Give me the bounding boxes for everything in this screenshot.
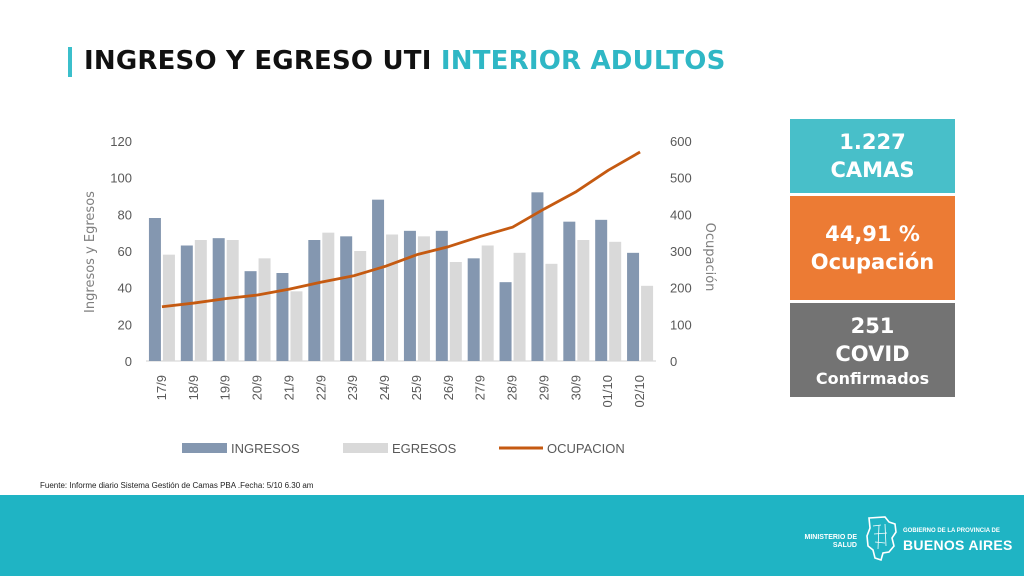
y-tick-label: 120	[110, 134, 132, 149]
bar-ingresos	[403, 230, 416, 361]
bar-egresos	[513, 252, 526, 361]
bar-egresos	[226, 240, 239, 361]
bar-ingresos	[372, 199, 385, 361]
bar-egresos	[609, 241, 622, 361]
ministerio-line-1: MINISTERIO DE	[804, 534, 857, 541]
bar-egresos	[577, 240, 590, 361]
kpi-ocupacion: 44,91 % Ocupación	[790, 196, 955, 300]
y2-axis-title: Ocupación	[702, 223, 717, 292]
footer-band	[0, 495, 1024, 576]
y2-tick-label: 100	[670, 317, 692, 332]
ministerio-line-2: SALUD	[832, 542, 857, 549]
bar-egresos	[481, 245, 494, 361]
x-tick-label: 24/9	[377, 375, 392, 400]
legend-label-ingresos: INGRESOS	[231, 441, 300, 456]
bar-ingresos	[563, 221, 576, 361]
bar-ingresos	[627, 252, 640, 361]
bar-egresos	[386, 234, 399, 361]
kpi-camas-label: CAMAS	[830, 158, 915, 182]
y2-tick-label: 600	[670, 134, 692, 149]
source-note: Fuente: Informe diario Sistema Gestión d…	[40, 481, 314, 490]
kpi-covid-value: 251	[850, 313, 895, 338]
y-tick-label: 20	[118, 317, 132, 332]
bar-egresos	[354, 251, 367, 361]
bar-egresos	[258, 258, 271, 361]
legend-label-ocupacion: OCUPACION	[547, 441, 625, 456]
line-ocupacion	[161, 150, 641, 309]
bar-egresos	[545, 263, 558, 361]
bar-ingresos	[308, 240, 321, 361]
gobierno-text: GOBIERNO DE LA PROVINCIA DE	[903, 528, 1000, 534]
y2-tick-label: 200	[670, 281, 692, 296]
buenos-aires-text: BUENOS AIRES	[903, 537, 1013, 553]
y-tick-label: 100	[110, 171, 132, 186]
bar-ingresos	[467, 258, 480, 361]
title-accent-bar	[68, 47, 72, 77]
x-tick-label: 18/9	[186, 375, 201, 400]
title-part-2: INTERIOR ADULTOS	[440, 46, 726, 76]
x-tick-label: 30/9	[568, 375, 583, 400]
y2-tick-label: 500	[670, 171, 692, 186]
bar-ingresos	[531, 192, 544, 361]
kpi-ocupacion-value: 44,91 %	[825, 222, 920, 246]
legend-swatch-ingresos	[182, 443, 227, 453]
bar-egresos	[194, 240, 207, 361]
x-tick-label: 22/9	[313, 375, 328, 400]
y2-tick-label: 400	[670, 207, 692, 222]
bar-ingresos	[595, 219, 608, 361]
x-tick-label: 21/9	[281, 375, 296, 400]
page-title: INGRESO Y EGRESO UTI INTERIOR ADULTOS	[84, 46, 726, 76]
legend-label-egresos: EGRESOS	[392, 441, 457, 456]
bar-egresos	[290, 291, 303, 361]
x-tick-label: 23/9	[345, 375, 360, 400]
y2-tick-label: 300	[670, 244, 692, 259]
x-tick-label: 17/9	[154, 375, 169, 400]
x-tick-label: 20/9	[250, 375, 265, 400]
bar-egresos	[322, 232, 335, 361]
kpi-camas: 1.227 CAMAS	[790, 119, 955, 193]
x-tick-label: 02/10	[632, 375, 647, 408]
province-map-icon	[866, 516, 897, 562]
ministerio-logo-text: MINISTERIO DE SALUD	[803, 534, 857, 550]
y-tick-label: 80	[118, 207, 132, 222]
x-tick-label: 19/9	[218, 375, 233, 400]
bar-egresos	[641, 285, 654, 361]
y2-tick-label: 0	[670, 354, 677, 369]
kpi-camas-value: 1.227	[839, 130, 906, 154]
x-tick-label: 28/9	[505, 375, 520, 400]
kpi-covid: 251 COVID Confirmados	[790, 303, 955, 397]
bar-ingresos	[499, 282, 512, 361]
x-tick-label: 27/9	[473, 375, 488, 400]
legend-swatch-egresos	[343, 443, 388, 453]
kpi-covid-sublabel: Confirmados	[815, 368, 930, 388]
bar-ingresos	[244, 271, 257, 361]
bar-ingresos	[435, 230, 448, 361]
kpi-covid-label: COVID	[835, 341, 910, 366]
x-tick-label: 26/9	[441, 375, 456, 400]
x-tick-label: 01/10	[600, 375, 615, 408]
bar-ingresos	[148, 218, 161, 361]
bar-ingresos	[276, 273, 289, 361]
bar-egresos	[417, 236, 430, 361]
x-tick-label: 29/9	[536, 375, 551, 400]
y-tick-label: 40	[118, 281, 132, 296]
x-tick-label: 25/9	[409, 375, 424, 400]
title-part-1: INGRESO Y EGRESO UTI	[84, 46, 432, 76]
bar-egresos	[162, 254, 175, 361]
kpi-ocupacion-label: Ocupación	[810, 250, 935, 274]
bar-egresos	[449, 262, 462, 361]
y-axis-title: Ingresos y Egresos	[83, 191, 98, 313]
y-tick-label: 60	[118, 244, 132, 259]
bar-ingresos	[340, 236, 353, 361]
y-tick-label: 0	[125, 354, 132, 369]
